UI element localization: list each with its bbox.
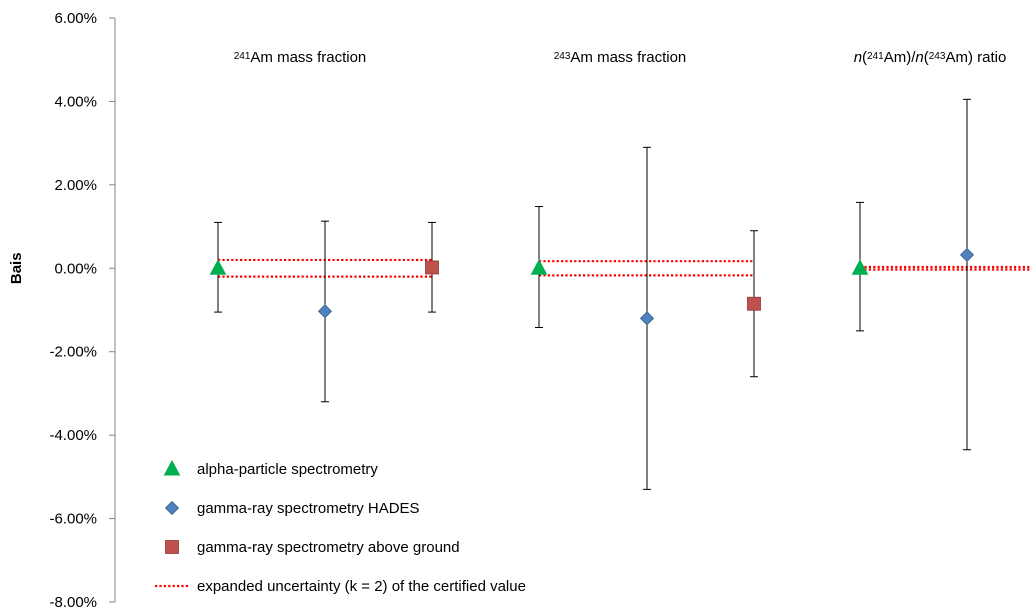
legend-label: gamma-ray spectrometry above ground	[197, 539, 460, 556]
hades-spectrometry-marker	[639, 311, 655, 326]
y-tick-label: 2.00%	[54, 177, 97, 194]
legend-label: alpha-particle spectrometry	[197, 461, 378, 478]
legend-marker	[164, 500, 180, 516]
group-label: 241Am mass fraction	[234, 49, 367, 66]
alpha-spectrometry-marker	[209, 259, 227, 275]
y-tick-label: -4.00%	[49, 427, 97, 444]
y-axis-title: Bais	[8, 252, 25, 284]
hades-spectrometry-marker	[959, 247, 975, 263]
group-label: 243Am mass fraction	[554, 49, 687, 66]
y-tick-label: 0.00%	[54, 260, 97, 277]
legend-label: expanded uncertainty (k = 2) of the cert…	[197, 578, 526, 595]
y-tick-label: -6.00%	[49, 511, 97, 528]
above-ground-spectrometry-marker	[747, 296, 761, 311]
group-label: n(241Am)/n(243Am) ratio	[854, 49, 1007, 66]
y-tick-label: 6.00%	[54, 10, 97, 27]
legend-marker	[165, 540, 179, 554]
alpha-spectrometry-marker	[530, 259, 548, 275]
y-tick-label: -2.00%	[49, 344, 97, 361]
legend-marker	[163, 459, 181, 476]
above-ground-spectrometry-marker	[425, 260, 439, 275]
hades-spectrometry-marker	[317, 304, 333, 319]
y-tick-label: -8.00%	[49, 594, 97, 611]
alpha-spectrometry-marker	[851, 259, 869, 275]
legend-label: gamma-ray spectrometry HADES	[197, 500, 420, 517]
y-tick-label: 4.00%	[54, 93, 97, 110]
